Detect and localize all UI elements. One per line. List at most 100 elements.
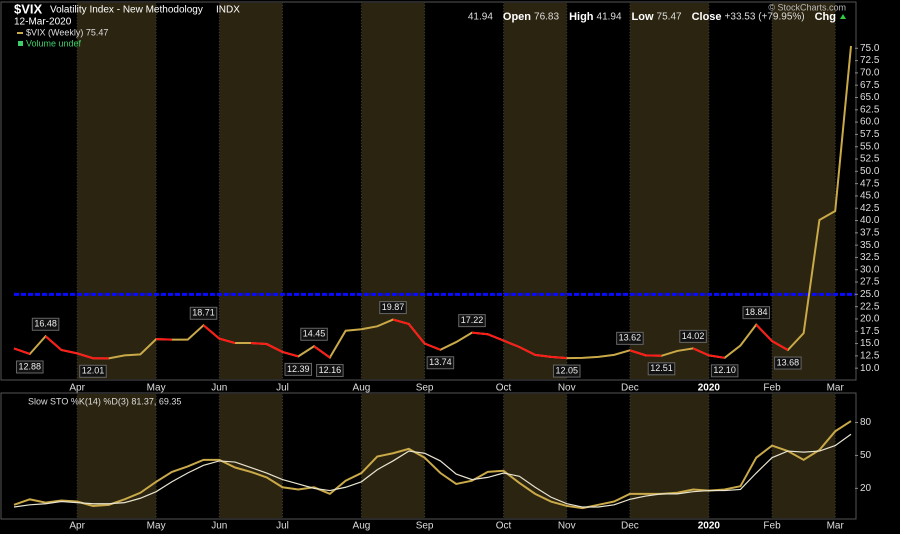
- x-tick-label: Oct: [496, 383, 512, 394]
- value-label-box: [189, 306, 218, 320]
- value-label: 17.22: [461, 315, 484, 325]
- value-label: 19.87: [382, 302, 405, 312]
- value-label: 12.88: [19, 361, 42, 371]
- value-label: 14.02: [682, 331, 705, 341]
- down-segment: [487, 333, 504, 342]
- y-tick-label: 47.5: [860, 178, 880, 189]
- down-segment: [44, 335, 63, 351]
- value-label: 14.45: [303, 329, 326, 339]
- y-tick-label: 65.0: [860, 92, 880, 103]
- month-band: [361, 394, 425, 518]
- symbol: $VIX: [14, 1, 43, 16]
- value-label-box: [647, 362, 676, 376]
- value-label-box: [710, 364, 739, 378]
- panel-title: Slow STO %K(14) %D(3) 81.37, 69.35: [28, 396, 181, 406]
- y-tick-label: 40.0: [860, 215, 880, 226]
- down-segment: [518, 346, 536, 356]
- quote-label: Open: [503, 11, 531, 23]
- x-tick-label: Jul: [276, 383, 289, 394]
- x-tick-label: Jul: [276, 521, 289, 532]
- down-segment: [408, 323, 426, 345]
- down-segment: [503, 339, 520, 348]
- down-segment: [13, 347, 31, 355]
- month-band: [219, 3, 283, 379]
- value-label: 12.39: [287, 364, 310, 374]
- quote-label: Chg: [815, 11, 836, 23]
- month-band: [77, 394, 157, 518]
- credit: © StockCharts.com: [768, 2, 846, 12]
- down-segment: [535, 353, 552, 358]
- y-tick-label: 72.5: [860, 55, 880, 66]
- y-tick-label: 10.0: [860, 363, 880, 374]
- down-segment: [550, 355, 567, 360]
- y-tick-label: 60.0: [860, 117, 880, 128]
- y-tick-label: 37.5: [860, 227, 880, 238]
- x-tick-label: Sep: [416, 383, 434, 394]
- x-tick-label: Oct: [496, 521, 512, 532]
- value-label: 13.68: [777, 357, 800, 367]
- x-tick-label: Jun: [211, 383, 227, 394]
- down-segment: [282, 350, 299, 358]
- down-segment: [76, 352, 94, 360]
- x-tick-label: Aug: [353, 521, 371, 532]
- y-tick-label: 35.0: [860, 240, 880, 251]
- value-label: 12.16: [319, 365, 342, 375]
- x-tick-label: Sep: [416, 521, 434, 532]
- date: 12-Mar-2020: [14, 17, 72, 28]
- y-tick-label: 80: [860, 417, 872, 428]
- value-label-box: [742, 306, 771, 320]
- x-tick-label: Dec: [621, 383, 639, 394]
- value-label-box: [31, 317, 60, 331]
- up-arrow: [840, 14, 846, 19]
- volume-note: Volume undef: [26, 38, 82, 48]
- y-tick-label: 55.0: [860, 141, 880, 152]
- value-label: 12.05: [555, 365, 578, 375]
- month-band: [77, 3, 157, 379]
- value-label: 13.62: [619, 333, 642, 343]
- quote-label: High: [569, 11, 594, 23]
- quote-value: 41.94: [468, 12, 493, 23]
- x-tick-label: Feb: [763, 521, 781, 532]
- down-segment: [392, 318, 410, 325]
- y-tick-label: 67.5: [860, 80, 880, 91]
- x-tick-label: 2020: [698, 383, 721, 394]
- value-label-box: [300, 327, 328, 341]
- y-tick-label: 15.0: [860, 338, 880, 349]
- volume-swatch: [18, 41, 23, 46]
- x-tick-label: Jun: [211, 521, 227, 532]
- y-tick-label: 52.5: [860, 154, 880, 165]
- x-tick-label: Apr: [69, 521, 85, 532]
- y-tick-label: 30.0: [860, 264, 880, 275]
- series-line: [13, 433, 852, 508]
- x-tick-label: May: [147, 383, 166, 394]
- down-segment: [61, 348, 78, 355]
- down-segment: [708, 354, 725, 359]
- y-tick-label: 50.0: [860, 166, 880, 177]
- down-segment: [266, 343, 283, 353]
- y-tick-label: 12.5: [860, 350, 880, 361]
- y-tick-label: 20: [860, 483, 872, 494]
- x-tick-label: Apr: [69, 383, 85, 394]
- exchange: INDX: [216, 5, 240, 16]
- subtitle: Volatility Index - New Methodology: [50, 5, 203, 16]
- value-label: 13.74: [429, 357, 452, 367]
- y-tick-label: 62.5: [860, 104, 880, 115]
- value-label: 12.01: [82, 366, 105, 376]
- y-tick-label: 20.0: [860, 314, 880, 325]
- y-tick-label: 25.0: [860, 289, 880, 300]
- down-segment: [313, 345, 331, 359]
- y-tick-label: 57.5: [860, 129, 880, 140]
- down-segment: [202, 324, 220, 340]
- x-tick-label: Aug: [353, 383, 371, 394]
- marks: [13, 45, 855, 510]
- y-tick-label: 32.5: [860, 252, 880, 263]
- down-segment: [424, 342, 441, 351]
- value-label: 12.51: [650, 363, 673, 373]
- value-label-box: [774, 356, 802, 370]
- down-segment: [755, 323, 773, 342]
- value-label-box: [552, 364, 581, 378]
- down-segment: [771, 340, 789, 351]
- month-band: [219, 394, 283, 518]
